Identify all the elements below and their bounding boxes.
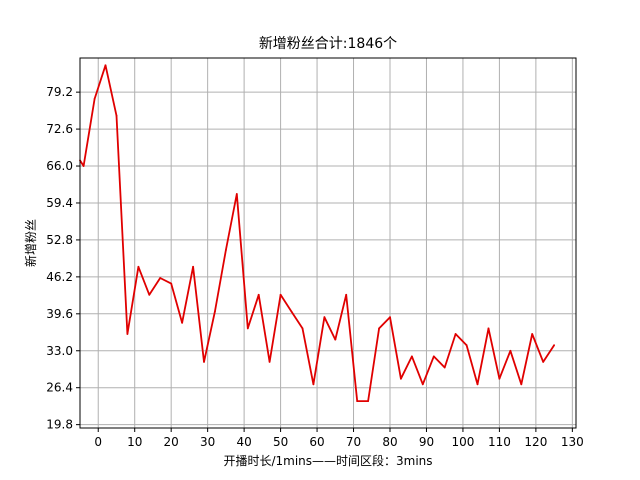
x-tick-label: 30 (200, 435, 215, 449)
data-point (378, 327, 380, 330)
data-point (411, 355, 413, 358)
y-axis-label: 新增粉丝 (23, 219, 38, 267)
y-tick-label: 39.6 (46, 307, 73, 321)
data-point (520, 383, 523, 386)
data-point (170, 282, 173, 285)
data-point (235, 193, 238, 195)
x-tick-label: 70 (346, 435, 361, 449)
y-tick-label: 66.0 (46, 159, 73, 173)
plot-lines (79, 64, 555, 403)
data-point (334, 338, 337, 341)
data-point (192, 265, 195, 268)
data-point (498, 377, 501, 380)
data-point (487, 327, 490, 330)
data-point (214, 310, 216, 313)
data-point (257, 293, 260, 296)
data-point (159, 277, 162, 279)
data-point (104, 64, 107, 67)
data-point (301, 327, 304, 330)
x-axis-label: 开播时长/1mins——时间区段：3mins (223, 453, 432, 468)
data-point (290, 310, 293, 313)
x-tick-label: 50 (273, 435, 288, 449)
data-point (148, 293, 151, 296)
y-tick-label: 79.2 (46, 85, 73, 99)
data-point (203, 361, 205, 363)
x-tick-label: 90 (419, 435, 434, 449)
data-point (542, 361, 545, 363)
data-point (82, 165, 85, 167)
data-point (279, 293, 282, 296)
data-point (509, 349, 512, 352)
data-point (312, 383, 315, 386)
data-point (465, 344, 468, 347)
x-tick-label: 130 (561, 435, 584, 449)
plot-frame (79, 57, 577, 429)
y-tick-label: 19.8 (46, 418, 73, 432)
y-tick-label: 26.4 (46, 381, 73, 395)
x-tick-label: 110 (488, 435, 511, 449)
data-point (443, 366, 446, 369)
data-point (93, 98, 96, 100)
data-point (137, 265, 140, 268)
data-point (367, 400, 369, 402)
ticks: 0 10 20 30 40 50 60 70 80 90 100 110 120 130 19.8 26.4 3… (46, 85, 584, 449)
data-point (400, 377, 402, 380)
data-point (421, 383, 424, 386)
data-point (181, 321, 184, 324)
x-tick-label: 100 (451, 435, 474, 449)
data-point (268, 361, 271, 363)
data-point (389, 316, 391, 319)
y-tick-label: 46.2 (46, 270, 73, 284)
x-tick-label: 80 (382, 435, 397, 449)
data-point (356, 400, 359, 402)
y-tick-label: 52.8 (46, 233, 73, 247)
grid (80, 58, 576, 428)
data-point (323, 316, 326, 319)
data-point (432, 355, 435, 358)
data-point (115, 114, 118, 117)
y-tick-label: 59.4 (46, 196, 73, 210)
y-tick-label: 33.0 (46, 344, 73, 358)
chart-title: 新增粉丝合计:1846个 (259, 36, 397, 52)
data-point (476, 383, 479, 386)
data-point (553, 344, 555, 347)
data-point (454, 333, 457, 335)
x-tick-label: 120 (524, 435, 547, 449)
x-tick-label: 10 (127, 435, 142, 449)
y-tick-label: 72.6 (46, 122, 73, 136)
data-point (126, 333, 129, 335)
data-point (225, 249, 227, 251)
x-tick-label: 20 (164, 435, 179, 449)
data-point (246, 327, 249, 330)
x-tick-label: 40 (236, 435, 251, 449)
x-tick-label: 0 (94, 435, 102, 449)
data-point (345, 293, 348, 296)
data-point (531, 333, 534, 335)
x-tick-label: 60 (309, 435, 324, 449)
